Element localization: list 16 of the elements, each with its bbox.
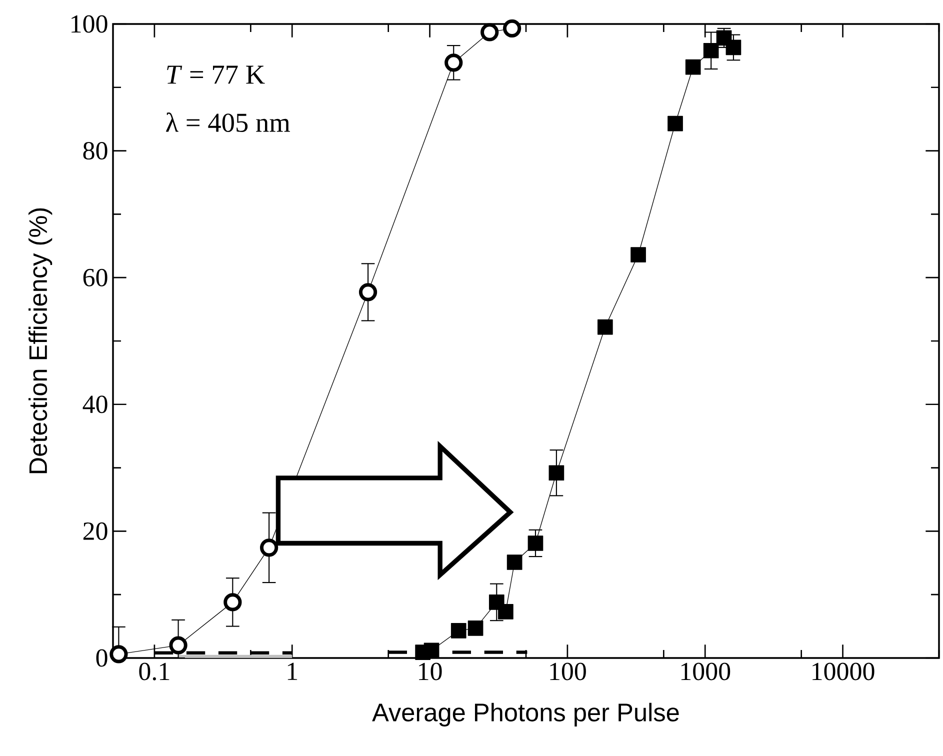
- annotation: λ = 405 nm: [166, 112, 290, 132]
- x-tick-label: 1000: [681, 662, 730, 680]
- x-tick-label: 1: [288, 662, 298, 680]
- y-tick-label: 0: [96, 649, 108, 667]
- x-tick-label: 10: [419, 662, 442, 680]
- y-tick-label: 20: [83, 522, 108, 540]
- x-tick-label: 10000: [812, 662, 874, 680]
- y-axis-title: Detection Efficiency (%): [28, 208, 52, 474]
- x-tick-label: 100: [550, 662, 586, 680]
- y-tick-label: 60: [83, 268, 108, 286]
- x-axis-title: Average Photons per Pulse: [372, 702, 679, 726]
- annotation: T = 77 K: [167, 66, 265, 84]
- y-tick-label: 80: [83, 142, 108, 160]
- y-tick-label: 40: [82, 396, 108, 414]
- y-tick-label: 100: [72, 15, 108, 33]
- x-tick-label: 0.1: [139, 662, 170, 680]
